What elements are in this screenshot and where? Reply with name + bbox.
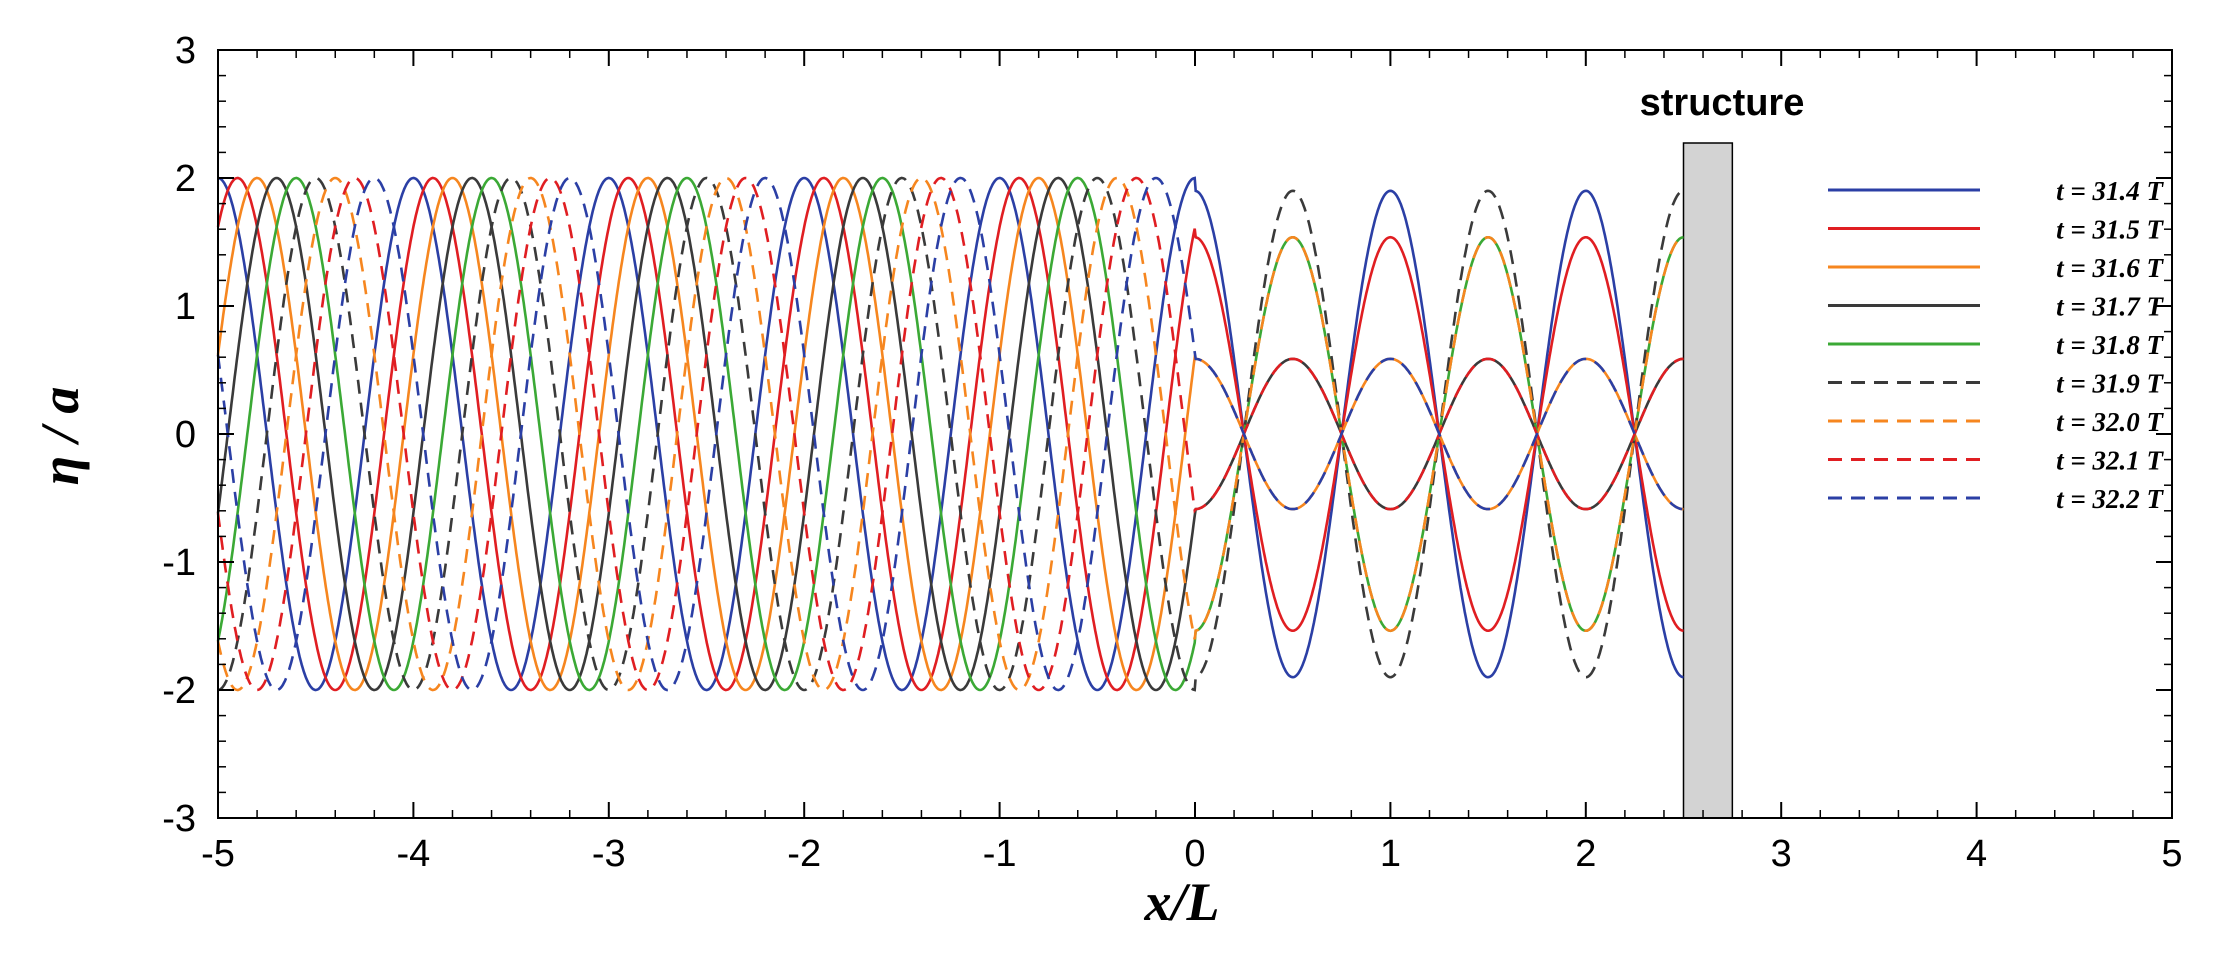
y-tick-label: -3 [162,798,196,840]
axis-titles-group: x/L η / a structure [30,82,1804,932]
structure-group [1682,142,1734,819]
x-tick-label: 1 [1380,833,1401,875]
x-tick-label: 3 [1771,833,1792,875]
legend-label-2: t = 31.5 T [2056,215,2164,245]
legend: t = 31.4 T t = 31.5 T t = 31.6 T t = 31.7 T… [1828,176,2164,514]
series-line-9 [216,176,1684,692]
legend-label-3: t = 31.6 T [2056,253,2164,283]
x-tick-label: -4 [397,833,431,875]
x-tick-label: 0 [1184,833,1205,875]
legend-label-4: t = 31.7 T [2056,292,2164,322]
x-tick-label: -3 [592,833,626,875]
y-axis-title: η / a [30,387,90,486]
structure-label: structure [1640,82,1805,124]
y-tick-label: -2 [162,670,196,712]
ticks-group [217,49,2173,819]
x-tick-label: 2 [1575,833,1596,875]
x-tick-label: -2 [787,833,821,875]
axes-frame-group [217,49,2173,819]
x-tick-label: -5 [201,833,235,875]
legend-label-9: t = 32.2 T [2056,484,2164,514]
tick-labels-group: -5 -4 -3 -2 -1 0 1 2 3 4 5 -3 -2 -1 0 1 2 3 [162,30,2182,875]
series-group [216,176,1684,692]
x-tick-label: -1 [983,833,1017,875]
legend-label-1: t = 31.4 T [2056,176,2164,206]
legend-label-5: t = 31.8 T [2056,330,2164,360]
plot-frame [217,49,2173,819]
x-tick-label: 4 [1966,833,1987,875]
y-tick-label: 3 [175,30,196,72]
x-axis-title: x/L [1144,872,1220,932]
y-tick-label: 1 [175,286,196,328]
legend-label-6: t = 31.9 T [2056,369,2164,399]
y-tick-label: 2 [175,158,196,200]
x-tick-label: 5 [2161,833,2182,875]
legend-label-7: t = 32.0 T [2056,407,2164,437]
structure-block [1682,142,1734,819]
y-tick-label: -1 [162,542,196,584]
y-tick-label: 0 [175,414,196,456]
legend-label-8: t = 32.1 T [2056,446,2164,476]
